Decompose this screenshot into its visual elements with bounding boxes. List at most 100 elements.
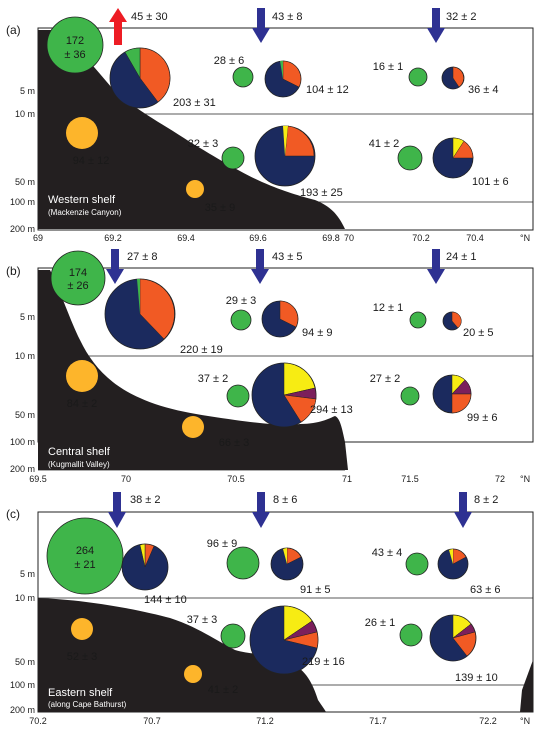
panel-b-bottom-pie-2-label: 99 ± 6: [467, 412, 498, 424]
panel-c-arrow-3-down-icon: [454, 492, 472, 528]
panel-b-depth-5: 5 m: [20, 312, 35, 322]
panel-c-depth-100: 100 m: [10, 680, 35, 690]
panel-a-label: (a): [6, 23, 21, 37]
panel-c-bottom-circle-1-label: 37 ± 3: [187, 614, 218, 626]
panel-c-land: [38, 598, 326, 712]
panel-b-top-circle-3: [409, 311, 427, 329]
panel-b-bottom-pie-1: [251, 362, 317, 428]
panel-b-top-pie-3: [442, 311, 462, 331]
panel-b-xtick-3: 71: [342, 474, 352, 484]
panel-a-bottom-circle-1: [221, 146, 245, 170]
panel-b-arrow-1-down-icon: [106, 249, 124, 284]
panel-c-orange-circle-2: [184, 665, 202, 683]
panel-b-xtick-0: 69.5: [29, 474, 47, 484]
panel-b-orange-circle-2-label: 66 ± 3: [219, 437, 250, 449]
panel-b-big-circle-line2: ± 26: [67, 280, 88, 292]
panel-b-x-unit: °N: [520, 474, 530, 484]
panel-a-xtick-2: 69.4: [177, 233, 195, 243]
panel-a-shelf-sub: (Mackenzie Canyon): [48, 208, 122, 217]
panel-c-top-circle-2: [226, 546, 260, 580]
panel-b-label: (b): [6, 264, 21, 278]
panel-c-top-pie-3: [437, 548, 469, 580]
panel-c-top-circle-3-label: 43 ± 4: [372, 547, 403, 559]
panel-a-bottom-pie-2-label: 101 ± 6: [472, 176, 509, 188]
panel-c-depth-10: 10 m: [15, 593, 35, 603]
panel-c-shelf-name: Eastern shelf: [48, 687, 113, 699]
panel-b-bottom-circle-2-label: 27 ± 2: [370, 373, 401, 385]
panel-b-orange-circle-1-label: 84 ± 2: [67, 398, 98, 410]
panel-a-land: [38, 30, 345, 229]
panel-c-orange-circle-2-label: 41 ± 2: [208, 684, 239, 696]
panel-a-depth-100: 100 m: [10, 197, 35, 207]
panel-c-bottom-pie-1: [249, 605, 319, 675]
panel-c-bottom-pie-1-label: 219 ± 16: [302, 656, 345, 668]
panel-b-xtick-5: 72: [495, 474, 505, 484]
panel-a-bottom-circle-2-label: 41 ± 2: [369, 138, 400, 150]
panel-b: (b) 5 m 10 m 50 m 100 m 200 m 69.5 70 70…: [6, 249, 534, 484]
panel-b-arrow-3-label: 24 ± 1: [446, 251, 477, 263]
panel-b-top-pie-2: [261, 300, 299, 338]
panel-a-big-circle-line1: 172: [66, 35, 84, 47]
panel-c-big-circle-line1: 264: [76, 545, 94, 557]
panel-c: (c) 5 m 10 m 50 m 100 m 200 m 70.2 70.7 …: [6, 492, 534, 726]
panel-b-xtick-2: 70.5: [227, 474, 245, 484]
panel-c-arrow-1-label: 38 ± 2: [130, 494, 161, 506]
panel-c-xtick-2: 71.2: [256, 716, 274, 726]
panel-c-orange-circle-1: [71, 618, 93, 640]
panel-a-top-circle-3: [408, 67, 428, 87]
panel-c-top-circle-2-label: 96 ± 9: [207, 538, 238, 550]
panel-b-xtick-4: 71.5: [401, 474, 419, 484]
panel-b-top-pie-3-label: 20 ± 5: [463, 327, 494, 339]
panel-c-x-unit: °N: [520, 716, 530, 726]
panel-b-top-circle-2: [230, 309, 252, 331]
panel-a-top-pie-1: [109, 47, 171, 109]
panel-c-top-pie-2: [270, 547, 304, 581]
panel-a-depth-50: 50 m: [15, 177, 35, 187]
panel-b-land: [38, 270, 345, 442]
panel-a-arrow-2-down-icon: [252, 8, 270, 43]
panel-a-orange-circle-2: [186, 180, 204, 198]
panel-c-top-circle-3: [405, 552, 429, 576]
panel-a-bottom-pie-1-label: 193 ± 25: [300, 187, 343, 199]
panel-b-shelf-name: Central shelf: [48, 446, 111, 458]
panel-c-xtick-3: 71.7: [369, 716, 387, 726]
panel-a-arrow-2-label: 43 ± 8: [272, 11, 303, 23]
panel-c-bottom-pie-2: [429, 614, 477, 662]
panel-b-bottom-circle-1: [226, 384, 250, 408]
panel-b-depth-200: 200 m: [10, 464, 35, 474]
panel-c-big-circle-line2: ± 21: [74, 559, 95, 571]
panel-a-x-unit: °N: [520, 233, 530, 243]
panel-c-bottom-circle-1: [220, 623, 246, 649]
panel-b-top-circle-3-label: 12 ± 1: [373, 302, 404, 314]
panel-b-depth-10: 10 m: [15, 351, 35, 361]
panel-c-top-pie-1: [121, 543, 169, 591]
panel-a-top-pie-3-label: 36 ± 4: [468, 84, 499, 96]
panel-a-arrow-1-up-icon: [109, 8, 127, 45]
panel-b-bottom-circle-1-label: 37 ± 2: [198, 373, 229, 385]
panel-b-orange-circle-1: [66, 360, 98, 392]
panel-a-depth-5: 5 m: [20, 86, 35, 96]
panel-a-arrow-1-label: 45 ± 30: [131, 11, 168, 23]
panel-a-big-circle-line2: ± 36: [64, 49, 85, 61]
panel-a-bottom-pie-2: [432, 137, 474, 179]
panel-a-xtick-7: 70.4: [466, 233, 484, 243]
panel-c-land-east: [520, 660, 533, 712]
panel-c-depth-5: 5 m: [20, 569, 35, 579]
panel-c-arrow-3-label: 8 ± 2: [474, 494, 498, 506]
panel-c-top-pie-3-label: 63 ± 6: [470, 584, 501, 596]
panel-c-bottom-circle-2: [399, 623, 423, 647]
panel-b-top-circle-2-label: 29 ± 3: [226, 295, 257, 307]
panel-a-depth-10: 10 m: [15, 109, 35, 119]
panel-b-big-green-circle: [50, 250, 106, 306]
panel-a-top-circle-3-label: 16 ± 1: [373, 61, 404, 73]
panel-b-shelf-sub: (Kugmallit Valley): [48, 460, 110, 469]
panel-a-top-pie-1-label: 203 ± 31: [173, 97, 216, 109]
panel-b-orange-circle-2: [182, 416, 204, 438]
panel-a-bottom-circle-2: [397, 145, 423, 171]
panel-c-depth-50: 50 m: [15, 657, 35, 667]
panel-a-xtick-6: 70.2: [412, 233, 430, 243]
panel-c-bottom-pie-2-label: 139 ± 10: [455, 672, 498, 684]
panel-a-shelf-name: Western shelf: [48, 194, 116, 206]
panel-b-arrow-1-label: 27 ± 8: [127, 251, 158, 263]
